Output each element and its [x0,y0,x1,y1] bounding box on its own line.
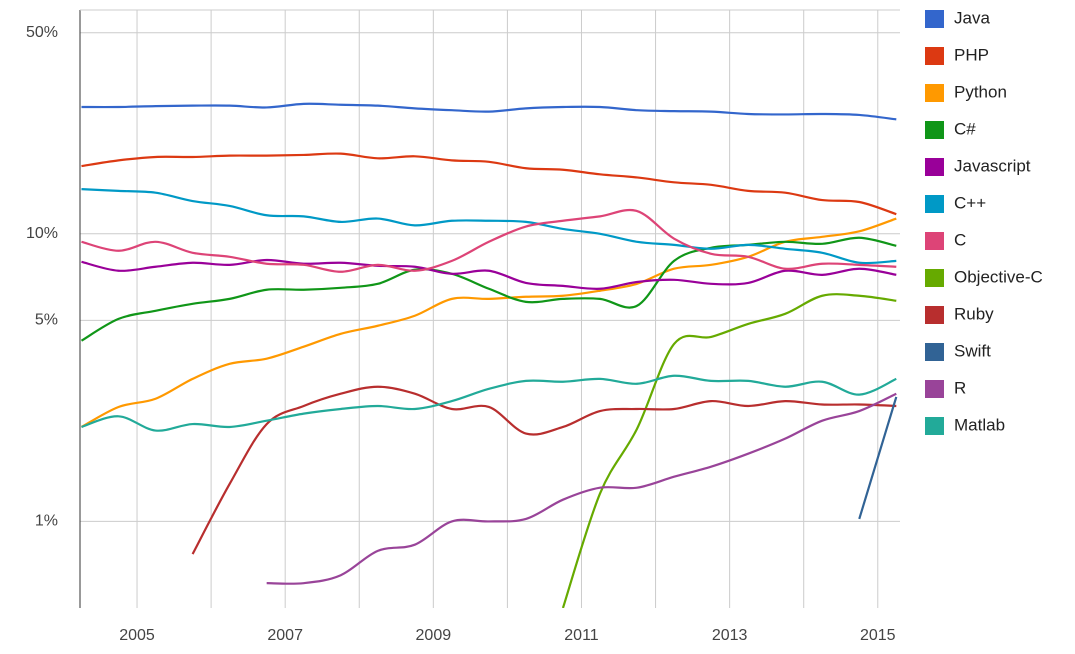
series-line [561,293,897,608]
series-line [81,188,897,265]
legend-label: C++ [954,193,986,212]
legend-swatch [925,47,944,65]
legend-label: Matlab [954,415,1005,434]
x-tick-label: 2015 [860,627,896,644]
series-line [81,152,897,216]
series-line [81,374,897,432]
series-line [80,236,897,342]
legend-swatch [925,158,944,176]
legend-swatch [925,306,944,324]
legend-swatch [925,343,944,361]
series-line [80,217,897,428]
legend-swatch [925,380,944,398]
y-tick-label: 1% [35,513,58,530]
legend-swatch [925,84,944,102]
legend-label: Javascript [954,156,1031,175]
series-line [191,385,897,555]
series-line [81,102,897,121]
axes: 1% 5% 10% 50% 2005 2007 2009 2011 2013 2015 [26,9,900,644]
series-line [858,396,898,520]
legend-swatch [925,417,944,435]
grid [80,10,900,608]
legend-label: C# [954,119,976,138]
legend-label: Java [954,8,990,27]
x-tick-label: 2009 [416,627,452,644]
legend-swatch [925,121,944,139]
legend-label: R [954,378,966,397]
legend-label: Swift [954,341,991,360]
legend-swatch [925,10,944,28]
legend-label: Python [954,82,1007,101]
x-tick-label: 2005 [119,627,155,644]
legend-label: Ruby [954,304,994,323]
series-line [266,392,897,585]
x-tick-label: 2007 [267,627,303,644]
x-tick-label: 2011 [564,627,599,644]
legend-swatch [925,195,944,213]
plot-lines [80,102,898,608]
legend-swatch [925,269,944,287]
legend-label: Objective-C [954,267,1043,286]
legend-swatch [925,232,944,250]
series-line [81,208,897,273]
y-tick-label: 10% [26,225,58,242]
series-line [81,258,897,290]
y-tick-label: 50% [26,24,58,41]
y-tick-label: 5% [35,312,58,329]
legend-label: PHP [954,45,989,64]
x-tick-label: 2013 [712,627,748,644]
legend: Java PHP Python C# Javascript C++ C Objective-C… [925,8,1043,435]
legend-label: C [954,230,966,249]
